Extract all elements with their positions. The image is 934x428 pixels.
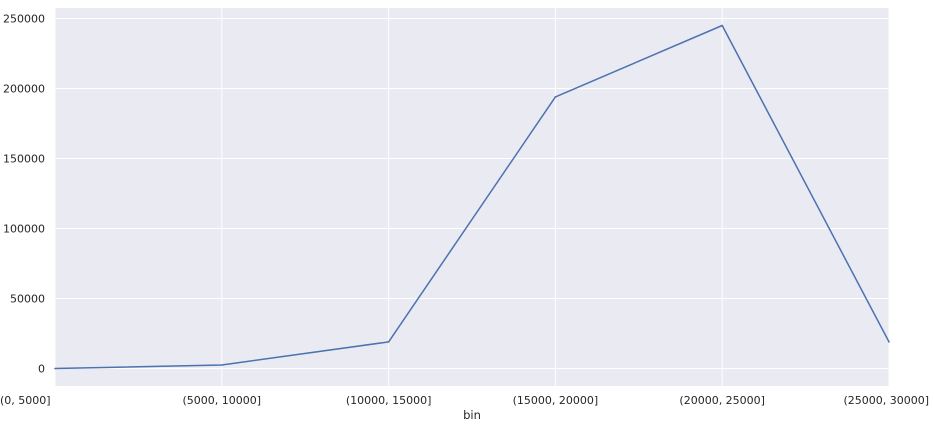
x-tick-label: (0, 5000] xyxy=(0,394,51,407)
y-gridlines xyxy=(55,18,889,369)
x-tick-label: (5000, 10000] xyxy=(183,394,262,407)
series-group xyxy=(54,24,890,370)
y-tick-label: 200000 xyxy=(3,83,45,96)
y-tick-label: 100000 xyxy=(3,223,45,236)
data-point xyxy=(387,341,390,343)
y-tick-label: 250000 xyxy=(3,13,45,26)
data-point xyxy=(554,96,557,98)
x-tick-labels: (0, 5000] (5000, 10000] (10000, 15000] (150… xyxy=(0,394,929,407)
x-gridlines xyxy=(54,8,890,386)
y-tick-label: 150000 xyxy=(3,153,45,166)
data-point xyxy=(888,341,890,343)
series-line xyxy=(54,24,890,370)
x-axis-title: bin xyxy=(463,408,481,422)
data-point xyxy=(54,367,56,370)
data-point xyxy=(221,364,223,366)
x-tick-label: (15000, 20000] xyxy=(513,394,599,407)
x-tick-label: (25000, 30000] xyxy=(843,394,929,407)
plot-area xyxy=(55,8,889,386)
y-tick-label: 0 xyxy=(38,363,45,376)
x-tick-label: (20000, 25000] xyxy=(679,394,765,407)
y-tick-label: 50000 xyxy=(10,293,45,306)
data-point xyxy=(721,24,723,27)
y-tick-labels: 0 50000 100000 150000 200000 250000 xyxy=(3,13,45,376)
x-tick-label: (10000, 15000] xyxy=(346,394,432,407)
